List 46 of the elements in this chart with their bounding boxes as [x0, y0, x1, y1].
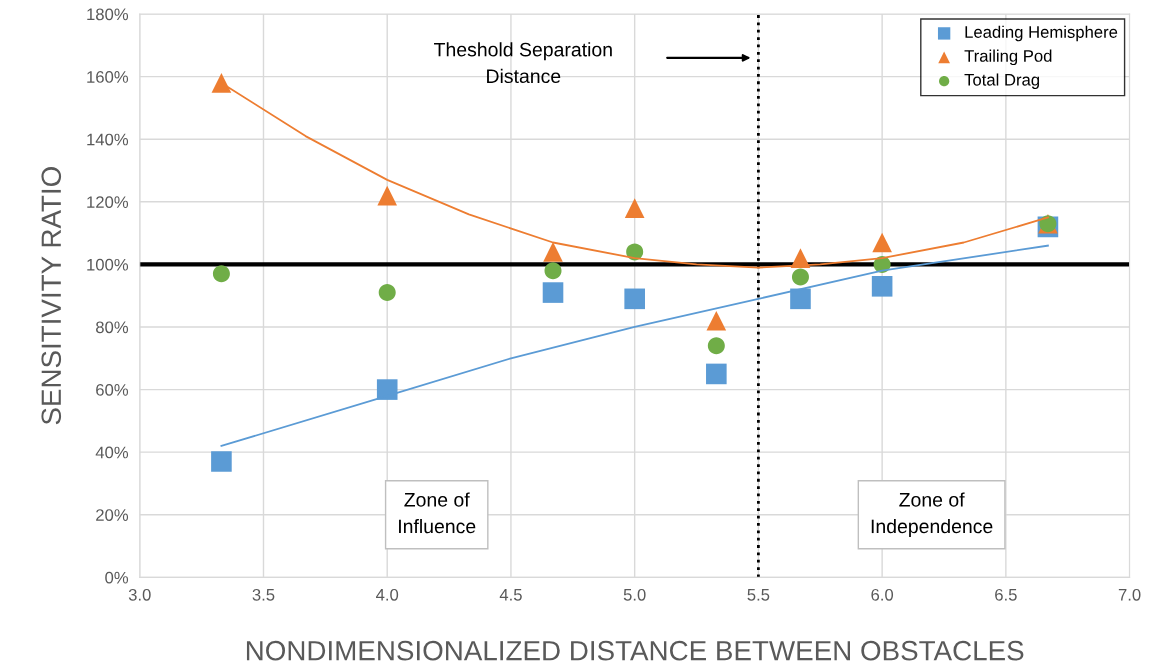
y-tick-label: 60% — [96, 383, 129, 396]
point — [624, 288, 645, 310]
x-tick-label: 4.0 — [376, 588, 399, 601]
point — [211, 73, 232, 93]
point — [544, 262, 562, 280]
y-tick-label: 100% — [87, 258, 129, 271]
y-tick-label: 20% — [96, 509, 129, 521]
y-tick-label: 40% — [95, 446, 129, 459]
point — [212, 265, 230, 283]
y-tick-label: 140% — [87, 133, 129, 146]
x-tick-label: 4.5 — [499, 589, 522, 601]
point — [211, 451, 232, 472]
point — [706, 363, 727, 385]
x-tick-label: 6.0 — [871, 588, 894, 601]
y-tick-label: 160% — [87, 71, 129, 83]
y-tick-label: 80% — [96, 321, 129, 334]
y-axis-title: SENSITIVITY RATIO — [41, 167, 62, 425]
line-series — [220, 244, 1049, 447]
y-tick-label: 180% — [87, 8, 129, 21]
y-tick-label: 0% — [105, 571, 129, 584]
point — [378, 284, 396, 302]
legend-label: Total Drag — [964, 73, 1040, 89]
point — [376, 379, 398, 400]
point — [706, 310, 727, 331]
point — [790, 288, 811, 310]
legend-label: Trailing Pod — [964, 49, 1052, 66]
point — [377, 185, 398, 206]
x-tick-label: 5.0 — [623, 588, 646, 601]
x-tick-label: 3.5 — [252, 588, 275, 601]
legend-label: Leading Hemisphere — [965, 25, 1118, 42]
x-tick-label: 5.5 — [747, 589, 770, 601]
annotation: Theshold Separation Distance — [434, 42, 612, 84]
y-tick-label: 120% — [87, 196, 129, 209]
point — [791, 268, 809, 286]
x-tick-label: 6.5 — [995, 588, 1017, 601]
annotation: Zone of Influence — [399, 492, 476, 534]
point — [872, 232, 892, 253]
x-tick-label: 3.0 — [128, 588, 151, 601]
point — [542, 282, 564, 303]
point — [624, 198, 645, 218]
annotation: Zone of Independence — [871, 492, 993, 538]
point — [871, 276, 893, 297]
x-axis-title: NONDIMENSIONALIZED DISTANCE BETWEEN OBSTACLES — [246, 640, 1024, 661]
point — [707, 337, 725, 355]
x-tick-label: 7.0 — [1118, 588, 1141, 601]
point — [543, 242, 563, 262]
